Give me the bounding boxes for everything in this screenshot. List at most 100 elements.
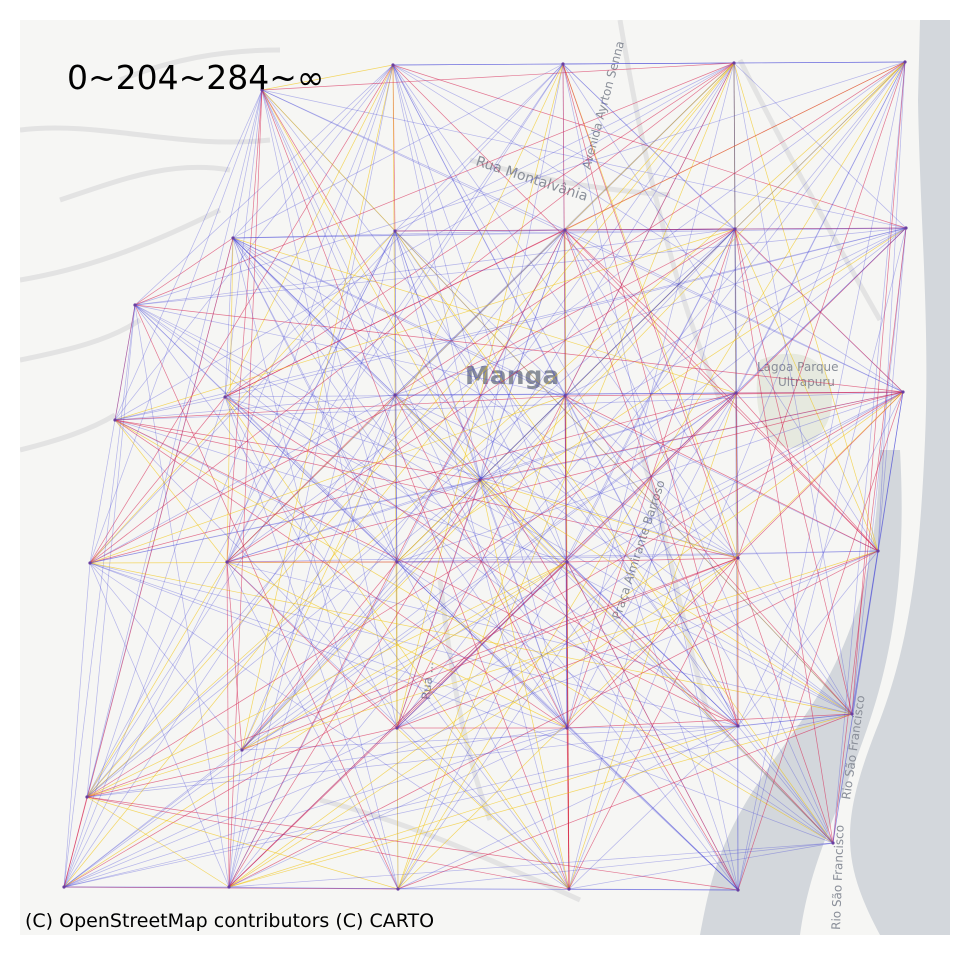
flow-edge: [228, 64, 394, 888]
flow-edge: [735, 391, 904, 394]
flow-edge: [737, 391, 904, 891]
flow-edge: [114, 419, 834, 844]
flow-edges: [63, 61, 907, 891]
flow-node: [904, 226, 908, 230]
flow-edge: [224, 229, 566, 398]
flow-edge: [241, 64, 394, 751]
flow-edge: [114, 419, 739, 559]
flow-edge: [396, 550, 879, 563]
flow-node: [850, 712, 854, 716]
flow-edge: [86, 62, 735, 798]
flow-edge: [562, 62, 735, 65]
flow-edge: [566, 561, 834, 844]
flow-node: [396, 887, 400, 891]
flow-edge: [734, 228, 879, 552]
flow-edge: [232, 237, 566, 397]
flow-edge: [392, 63, 564, 66]
flow-edge: [134, 227, 907, 306]
flow-node: [831, 841, 835, 845]
flow-node: [563, 394, 567, 398]
flow-edge: [737, 227, 907, 891]
flow-edge: [86, 557, 739, 798]
flow-edge: [232, 64, 394, 239]
flow-edge: [232, 227, 907, 239]
flow-edge: [396, 561, 834, 844]
flow-edge: [89, 479, 481, 564]
flow-edge: [396, 727, 399, 890]
flow-edge: [228, 561, 398, 888]
flow-edge: [228, 557, 739, 888]
flow-edge: [134, 304, 230, 888]
flow-edge: [134, 228, 736, 306]
flow-edge: [114, 391, 904, 421]
flow-edge: [89, 562, 834, 844]
flow-edge: [392, 64, 736, 230]
flow-edge: [851, 391, 904, 715]
map-panel[interactable]: Manga Rua Montalvânia Avenida Ayrton Sen…: [20, 20, 950, 935]
flow-node: [732, 61, 736, 65]
flow-edge: [568, 842, 834, 890]
flow-edge: [86, 550, 879, 798]
flow-edge: [114, 419, 739, 727]
flow-edge: [86, 796, 399, 890]
flow-edge: [733, 61, 906, 64]
flow-node: [561, 62, 565, 66]
flow-edge: [224, 227, 907, 398]
flow-edge: [63, 562, 91, 888]
flow-edge: [562, 63, 739, 559]
flow-edge: [396, 391, 904, 563]
flow-edge: [734, 228, 853, 715]
label-park: Lagoa Parque: [757, 360, 839, 374]
flow-edge: [226, 561, 243, 751]
flow-edge: [226, 550, 879, 563]
flow-edge: [228, 713, 853, 888]
flow-edge: [86, 228, 736, 798]
flow-node: [240, 748, 244, 752]
flow-node: [736, 556, 740, 560]
flow-edge: [228, 61, 906, 888]
flow-edge: [134, 304, 739, 727]
flow-edge: [114, 395, 566, 421]
flow-edge: [241, 725, 739, 751]
flow-edge: [261, 62, 735, 91]
flow-edge: [394, 230, 481, 481]
flow-edge: [86, 727, 568, 798]
flow-edge: [226, 64, 394, 563]
flow-edge: [479, 395, 566, 481]
flow-edge: [479, 479, 739, 559]
flow-edge: [479, 62, 735, 481]
flow-edge: [228, 725, 739, 888]
attribution-text: (C) OpenStreetMap contributors (C) CARTO: [25, 910, 435, 932]
flow-node: [260, 88, 264, 92]
flow-edge: [86, 796, 570, 890]
flow-edge: [226, 394, 396, 563]
flow-edge: [734, 228, 904, 393]
flow-node: [903, 60, 907, 64]
flow-edge: [261, 89, 396, 396]
flow-edge: [733, 62, 739, 891]
flow-edge: [226, 561, 230, 888]
flow-edge: [877, 61, 906, 552]
flow-edge: [241, 62, 735, 751]
flow-edge: [232, 237, 737, 394]
flow-edge: [224, 396, 853, 715]
flow-edge: [566, 561, 739, 727]
flow-edge: [63, 727, 568, 888]
flow-edge: [228, 391, 904, 888]
flow-edge: [232, 89, 263, 239]
flow-edge: [261, 89, 398, 729]
flow-edge: [63, 561, 568, 888]
flow-edge: [564, 228, 736, 231]
flow-edge: [397, 395, 566, 890]
flow-edge: [86, 713, 853, 798]
flow-edge: [394, 394, 568, 729]
flow-edge: [228, 550, 879, 888]
flow-edge: [479, 61, 906, 481]
flow-node: [225, 560, 229, 564]
flow-edge: [89, 304, 136, 564]
flow-edge: [877, 227, 907, 552]
flow-edge: [241, 63, 564, 751]
flow-edge: [394, 394, 398, 563]
flow-edge: [851, 227, 907, 715]
flow-edge: [86, 796, 230, 888]
